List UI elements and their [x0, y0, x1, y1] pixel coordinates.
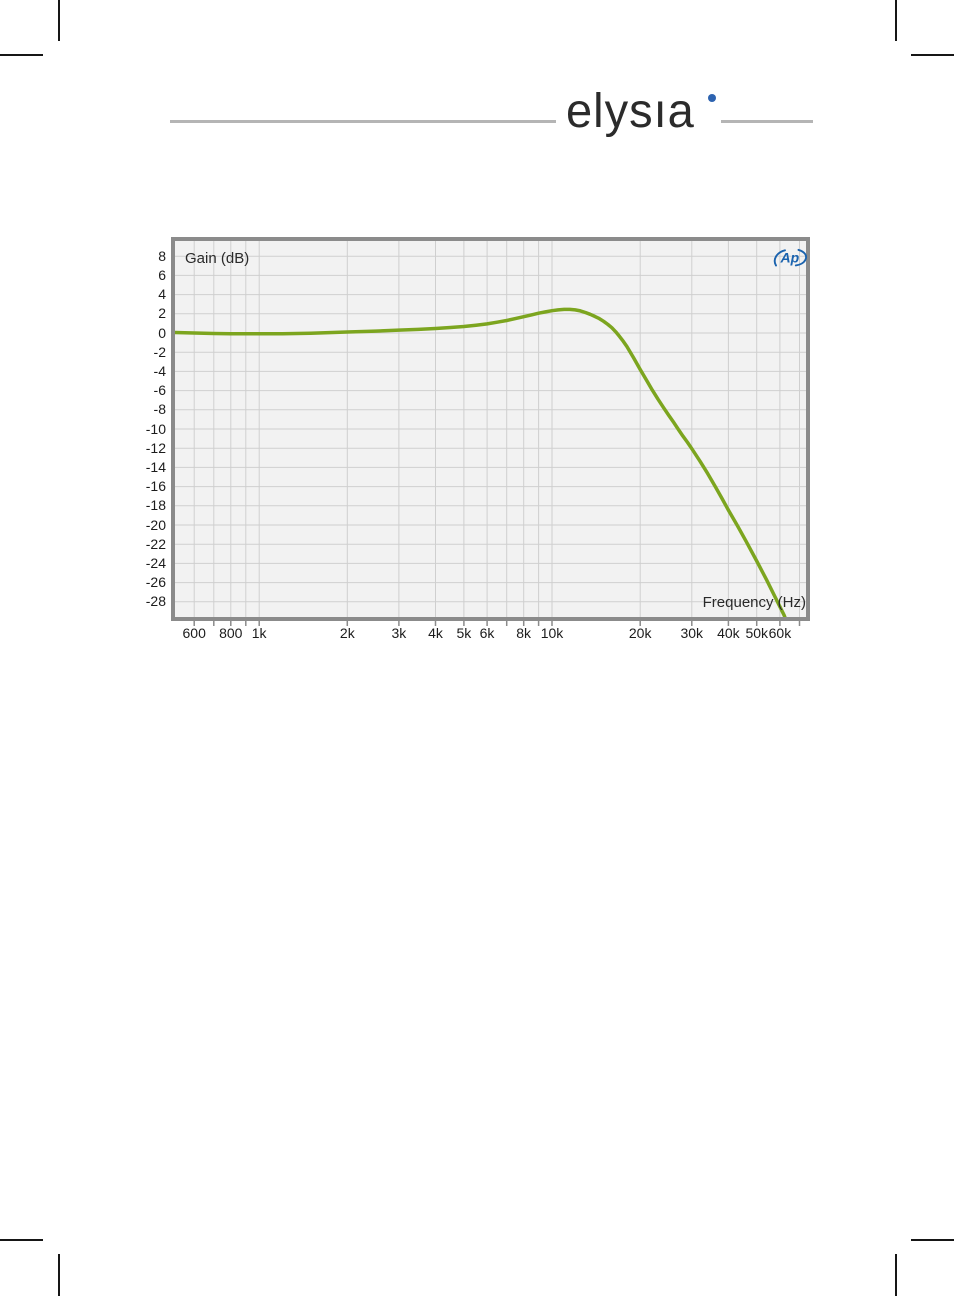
crop-mark — [895, 1254, 897, 1296]
x-tick-label: 1k — [251, 625, 267, 641]
x-axis-title: Frequency (Hz) — [702, 594, 806, 611]
x-tick-label: 5k — [456, 625, 472, 641]
y-tick-label: -4 — [153, 362, 166, 379]
crop-mark — [0, 54, 43, 56]
crop-mark — [58, 0, 60, 41]
y-tick-label: 4 — [158, 286, 166, 303]
y-tick-label: -20 — [145, 516, 166, 533]
y-tick-label: -12 — [145, 439, 166, 456]
x-tick-label: 60k — [768, 625, 792, 641]
y-tick-label: 6 — [158, 266, 166, 283]
crop-mark — [911, 1239, 954, 1241]
audio-precision-logo-icon: Ap — [773, 248, 808, 267]
crop-mark — [911, 54, 954, 56]
y-tick-label: -6 — [153, 382, 166, 399]
x-tick-label: 10k — [540, 625, 564, 641]
y-tick-label: -28 — [145, 593, 166, 610]
logo-dot — [708, 94, 716, 102]
header-rule-right — [721, 120, 813, 123]
svg-text:Ap: Ap — [780, 250, 800, 266]
y-tick-label: -18 — [145, 497, 166, 514]
x-tick-label: 600 — [182, 625, 206, 641]
x-tick-label: 4k — [428, 625, 443, 641]
x-tick-label: 20k — [628, 625, 652, 641]
y-tick-label: -24 — [145, 554, 166, 571]
y-tick-label: 0 — [158, 324, 166, 341]
x-tick-label: 50k — [745, 625, 769, 641]
crop-mark — [895, 0, 897, 41]
x-tick-label: 30k — [680, 625, 704, 641]
x-tick-label: 6k — [479, 625, 495, 641]
y-tick-label: 2 — [158, 305, 166, 322]
y-tick-label: -16 — [145, 478, 166, 495]
y-tick-label: -22 — [145, 535, 166, 552]
header-rule-left — [170, 120, 556, 123]
chart-plot-area — [171, 237, 810, 626]
x-tick-label: 8k — [516, 625, 532, 641]
x-tick-label: 2k — [339, 625, 355, 641]
x-tick-label: 800 — [219, 625, 243, 641]
crop-mark — [58, 1254, 60, 1296]
elysia-logo: elysıa — [566, 85, 695, 138]
x-tick-label: 3k — [391, 625, 407, 641]
y-axis-title: Gain (dB) — [185, 250, 250, 267]
y-tick-label: 8 — [158, 247, 166, 264]
x-tick-label: 40k — [717, 625, 740, 641]
crop-mark — [0, 1239, 43, 1241]
y-tick-label: -26 — [145, 574, 166, 591]
response-curve — [175, 307, 787, 617]
y-tick-label: -8 — [153, 401, 166, 418]
y-tick-label: -10 — [145, 420, 166, 437]
y-tick-label: -2 — [153, 343, 166, 360]
y-tick-label: -14 — [145, 458, 166, 475]
